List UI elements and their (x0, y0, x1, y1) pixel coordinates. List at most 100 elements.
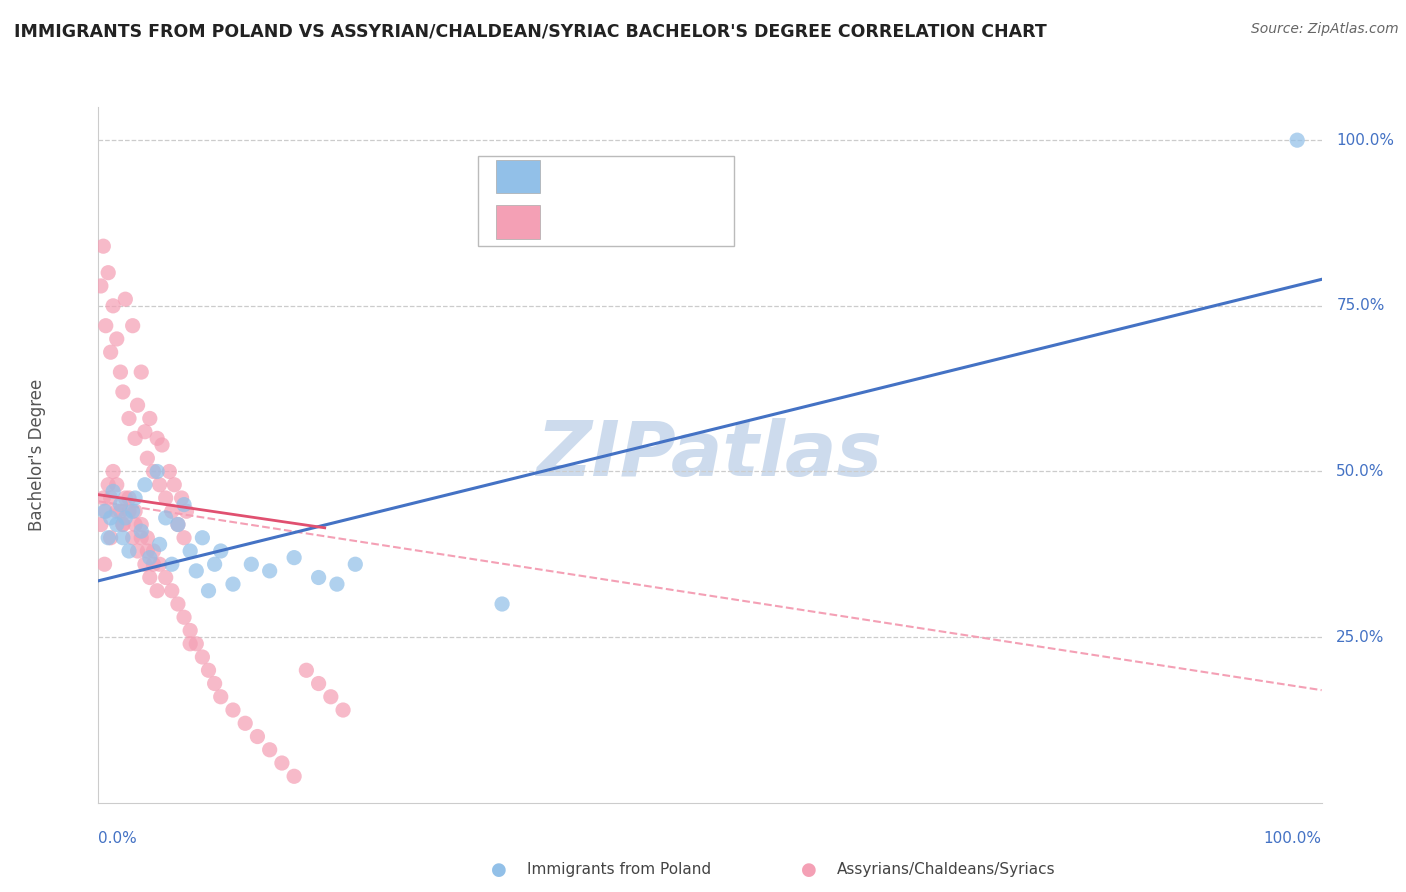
Point (186, 637, 208, 651)
Point (160, 504, 183, 518)
Point (149, 558, 172, 572)
Point (204, 558, 226, 572)
Point (134, 477, 156, 491)
Point (163, 477, 186, 491)
Point (167, 597, 190, 611)
Point (111, 517, 134, 532)
Point (1286, 133, 1309, 147)
Text: 100.0%: 100.0% (1264, 830, 1322, 846)
Point (142, 558, 165, 572)
Point (139, 550, 162, 565)
Point (91, 491, 114, 505)
Point (110, 498, 132, 512)
Text: 50.0%: 50.0% (1336, 464, 1385, 479)
Text: Immigrants from Poland: Immigrants from Poland (527, 863, 711, 877)
Point (186, 564, 208, 578)
Point (155, 511, 177, 525)
Point (308, 676, 330, 690)
Point (124, 431, 146, 445)
Point (222, 577, 245, 591)
Point (259, 564, 281, 578)
Point (124, 491, 146, 505)
Point (100, 345, 122, 359)
Point (146, 583, 169, 598)
Point (121, 318, 143, 333)
Text: 75.0%: 75.0% (1336, 298, 1385, 313)
Point (179, 637, 201, 651)
Point (319, 690, 342, 704)
Point (160, 583, 183, 598)
Text: IMMIGRANTS FROM POLAND VS ASSYRIAN/CHALDEAN/SYRIAC BACHELOR'S DEGREE CORRELATION: IMMIGRANTS FROM POLAND VS ASSYRIAN/CHALD… (14, 22, 1047, 40)
Point (101, 465, 124, 479)
Point (105, 332, 128, 346)
Point (91, 239, 114, 253)
Point (118, 544, 141, 558)
Point (136, 451, 159, 466)
Point (270, 756, 294, 770)
Point (204, 676, 226, 690)
Point (149, 537, 172, 551)
Point (136, 544, 159, 558)
Point (105, 477, 128, 491)
Point (142, 544, 165, 558)
Point (111, 531, 134, 545)
Point (146, 431, 169, 445)
Point (129, 365, 152, 379)
Point (173, 498, 195, 512)
Point (101, 299, 124, 313)
Point (209, 690, 232, 704)
Point (173, 610, 195, 624)
Text: Assyrians/Chaldeans/Syriacs: Assyrians/Chaldeans/Syriacs (837, 863, 1054, 877)
Point (101, 484, 124, 499)
Point (326, 577, 349, 591)
Text: R = -0.064  N = 81: R = -0.064 N = 81 (555, 216, 713, 234)
FancyBboxPatch shape (496, 205, 540, 238)
Text: ●: ● (800, 861, 817, 879)
Point (127, 398, 149, 412)
Text: ●: ● (491, 861, 508, 879)
Point (97, 266, 120, 280)
Point (139, 570, 162, 584)
Point (240, 558, 263, 572)
Point (179, 624, 201, 638)
Point (233, 716, 256, 731)
Point (209, 544, 232, 558)
Text: R =  0.551  N = 35: R = 0.551 N = 35 (555, 170, 711, 188)
Point (105, 517, 128, 532)
Point (157, 465, 180, 479)
Point (90, 517, 112, 532)
Point (121, 531, 143, 545)
Point (94, 504, 117, 518)
FancyBboxPatch shape (478, 156, 734, 246)
Text: Source: ZipAtlas.com: Source: ZipAtlas.com (1251, 22, 1399, 37)
FancyBboxPatch shape (496, 160, 540, 194)
Point (344, 558, 367, 572)
Point (146, 465, 169, 479)
Point (259, 743, 281, 757)
Point (93, 558, 115, 572)
Point (176, 504, 198, 518)
Point (222, 703, 245, 717)
Point (121, 504, 143, 518)
Text: 100.0%: 100.0% (1336, 133, 1395, 148)
Text: 25.0%: 25.0% (1336, 630, 1385, 645)
Point (197, 583, 219, 598)
Text: Bachelor's Degree: Bachelor's Degree (28, 379, 46, 531)
Point (134, 425, 156, 439)
Point (111, 384, 134, 399)
Point (105, 504, 128, 518)
Point (118, 491, 141, 505)
Point (167, 517, 190, 532)
Point (246, 730, 269, 744)
Point (97, 477, 120, 491)
Point (197, 663, 219, 677)
Point (97, 531, 120, 545)
Text: ZIPatlas: ZIPatlas (537, 418, 883, 491)
Point (111, 517, 134, 532)
Point (136, 531, 159, 545)
Point (124, 517, 146, 532)
Point (170, 491, 193, 505)
Point (127, 544, 149, 558)
Point (142, 465, 165, 479)
Point (160, 558, 183, 572)
